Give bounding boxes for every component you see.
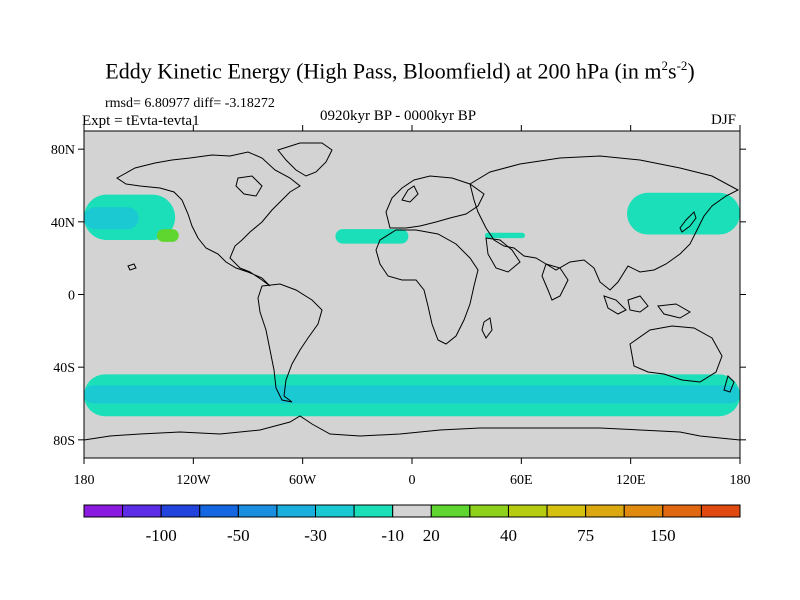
- lon-tick-label: 180: [74, 473, 95, 488]
- latitude-axis: 80N 40N 0 40S 80S: [51, 143, 746, 449]
- colorbar-box: [83, 504, 124, 518]
- colorbar-box: [507, 504, 548, 518]
- colorbar-box: [546, 504, 587, 518]
- colorbar-box: [237, 504, 278, 518]
- lat-tick-label: 40S: [53, 361, 75, 376]
- period-label: 0920kyr BP - 0000kyr BP: [320, 108, 477, 124]
- colorbar-label: 75: [577, 526, 594, 545]
- colorbar-label: 20: [423, 526, 440, 545]
- colorbar-box: [392, 504, 432, 518]
- lon-tick-label: 180: [730, 473, 751, 488]
- anomaly-region-5: [627, 192, 740, 235]
- longitude-axis: 180 120W 60W 0 60E 120E 180: [74, 125, 751, 488]
- colorbar-box: [122, 504, 162, 518]
- season-label: DJF: [711, 112, 737, 128]
- stats-text: rmsd= 6.80977 diff= -3.18272: [105, 96, 275, 111]
- colorbar-box: [315, 504, 355, 518]
- anomaly-region-2: [156, 229, 179, 242]
- colorbar-label: 150: [650, 526, 676, 545]
- colorbar-box: [623, 504, 664, 518]
- lon-tick-label: 60E: [510, 473, 533, 488]
- colorbar-box: [469, 504, 509, 518]
- lat-tick-label: 80N: [51, 143, 75, 158]
- colorbar-box: [430, 504, 471, 518]
- colorbar-box: [199, 504, 239, 518]
- colorbar-box: [353, 504, 394, 518]
- colorbar-label: -100: [146, 526, 177, 545]
- anomaly-region-1: [84, 207, 139, 230]
- colorbar: -100 -50 -30 -10 20 40 75 150: [83, 504, 741, 545]
- lat-tick-label: 80S: [53, 434, 75, 449]
- colorbar-box: [700, 504, 741, 518]
- lon-tick-label: 120W: [176, 473, 211, 488]
- experiment-label: Expt = tEvta-tevta1: [82, 113, 200, 129]
- coastlines: [84, 142, 740, 441]
- anomaly-region-7: [84, 385, 740, 404]
- colorbar-label: 40: [500, 526, 517, 545]
- anomaly-region-3: [335, 229, 409, 244]
- anomaly-regions: [84, 192, 740, 417]
- lat-tick-label: 0: [68, 289, 75, 304]
- anomaly-region-4: [484, 232, 525, 239]
- lon-tick-label: 0: [409, 473, 416, 488]
- chart-title: Eddy Kinetic Energy (High Pass, Bloomfie…: [105, 58, 695, 84]
- colorbar-label: -10: [381, 526, 404, 545]
- colorbar-box: [662, 504, 702, 518]
- colorbar-label: -50: [227, 526, 250, 545]
- colorbar-box: [276, 504, 317, 518]
- lon-tick-label: 60W: [289, 473, 317, 488]
- colorbar-box: [160, 504, 201, 518]
- colorbar-box: [585, 504, 625, 518]
- lon-tick-label: 120E: [616, 473, 646, 488]
- lat-tick-label: 40N: [51, 216, 75, 231]
- colorbar-label: -30: [304, 526, 327, 545]
